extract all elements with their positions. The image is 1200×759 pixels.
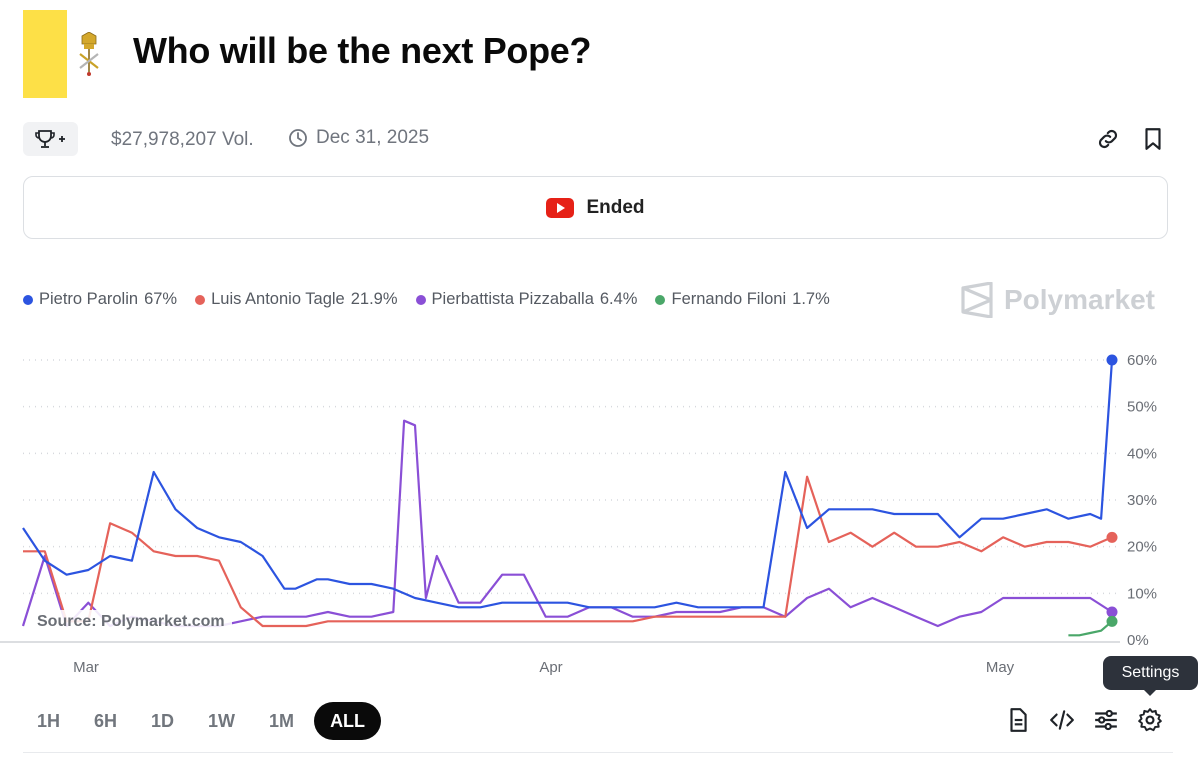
filters-button[interactable]	[1093, 707, 1119, 733]
clock-icon	[289, 129, 307, 147]
page-title: Who will be the next Pope?	[133, 30, 592, 71]
trophy-icon	[34, 130, 65, 148]
livestream-ended-banner[interactable]: Ended	[23, 176, 1168, 239]
legend-item-filoni[interactable]: Fernando Filoni 1.7%	[655, 290, 830, 309]
sliders-icon	[1095, 709, 1117, 731]
watermark-text: Polymarket	[1004, 284, 1155, 315]
legend-value: 6.4%	[599, 290, 638, 308]
legend-item-pizzaballa[interactable]: Pierbattista Pizzaballa 6.4%	[415, 290, 638, 309]
link-icon	[1098, 129, 1118, 149]
ended-label: Ended	[586, 196, 645, 218]
embed-button[interactable]	[1049, 707, 1075, 733]
series-end-dot-pierbattista-pizzaballa	[1106, 606, 1118, 618]
vatican-flag-white	[67, 10, 111, 98]
price-chart[interactable]: 0% 10% 20% 30% 40% 50% 60% Mar Apr May	[0, 330, 1200, 690]
legend-value: 67%	[144, 290, 178, 308]
end-date-text: Dec 31, 2025	[316, 127, 430, 148]
bookmark-icon	[1145, 128, 1161, 150]
code-icon	[1050, 710, 1074, 730]
settings-button[interactable]	[1137, 707, 1163, 733]
legend-name: Fernando Filoni	[671, 290, 787, 308]
legend-name: Pietro Parolin	[39, 290, 139, 308]
legend-item-tagle[interactable]: Luis Antonio Tagle 21.9%	[195, 290, 398, 309]
range-6h[interactable]: 6H	[94, 711, 118, 731]
range-1d[interactable]: 1D	[151, 711, 175, 731]
series-end-dot-pietro-parolin	[1106, 354, 1118, 366]
series-line-pierbattista-pizzaballa	[21, 419, 1113, 628]
chart-legend: Pietro Parolin 67% Luis Antonio Tagle 21…	[23, 290, 830, 309]
range-1w[interactable]: 1W	[208, 711, 236, 731]
y-tick-label: 30%	[1127, 492, 1157, 509]
range-1m[interactable]: 1M	[269, 711, 295, 731]
polymarket-watermark: Polymarket	[960, 282, 1155, 318]
legend-name: Pierbattista Pizzaballa	[431, 290, 594, 308]
volume-text: $27,978,207 Vol.	[111, 129, 254, 150]
y-tick-label: 10%	[1127, 585, 1157, 602]
papal-emblem-icon	[79, 32, 99, 76]
y-tick-label: 0%	[1127, 632, 1149, 649]
gear-icon	[1138, 708, 1162, 732]
series-line-fernando-filoni	[1068, 620, 1113, 637]
x-tick-label: Apr	[539, 659, 562, 676]
x-tick-label: Mar	[73, 659, 99, 676]
legend-dot	[655, 294, 666, 305]
polymarket-logo-icon	[961, 282, 993, 318]
time-range-selector: 1H 6H 1D 1W 1M ALL	[23, 702, 387, 740]
bookmark-button[interactable]	[1140, 126, 1166, 152]
document-icon	[1010, 708, 1027, 732]
series-end-dot-fernando-filoni	[1106, 615, 1118, 627]
legend-name: Luis Antonio Tagle	[211, 290, 345, 308]
y-tick-label: 20%	[1127, 539, 1157, 556]
legend-value: 1.7%	[792, 290, 830, 308]
x-tick-label: May	[986, 659, 1015, 676]
legend-dot	[23, 294, 33, 305]
legend-item-parolin[interactable]: Pietro Parolin 67%	[23, 290, 177, 309]
series-line-pietro-parolin	[22, 359, 1114, 609]
range-1h[interactable]: 1H	[37, 711, 61, 731]
document-button[interactable]	[1005, 707, 1031, 733]
divider	[23, 752, 1173, 753]
y-tick-label: 40%	[1127, 445, 1157, 462]
trophy-button[interactable]	[23, 122, 78, 156]
vatican-flag-yellow	[23, 10, 67, 98]
legend-dot	[195, 294, 206, 305]
source-label: Source: Polymarket.com	[30, 610, 232, 634]
settings-tooltip: Settings	[1103, 656, 1198, 696]
y-tick-label: 50%	[1127, 399, 1157, 416]
y-tick-label: 60%	[1127, 352, 1157, 369]
series-end-dot-luis-antonio-tagle	[1106, 531, 1118, 543]
copy-link-button[interactable]	[1095, 126, 1121, 152]
range-all[interactable]: ALL	[314, 702, 382, 740]
youtube-icon	[546, 197, 575, 218]
legend-dot	[415, 294, 426, 305]
series-line-luis-antonio-tagle	[23, 475, 1113, 628]
legend-value: 21.9%	[350, 290, 398, 308]
